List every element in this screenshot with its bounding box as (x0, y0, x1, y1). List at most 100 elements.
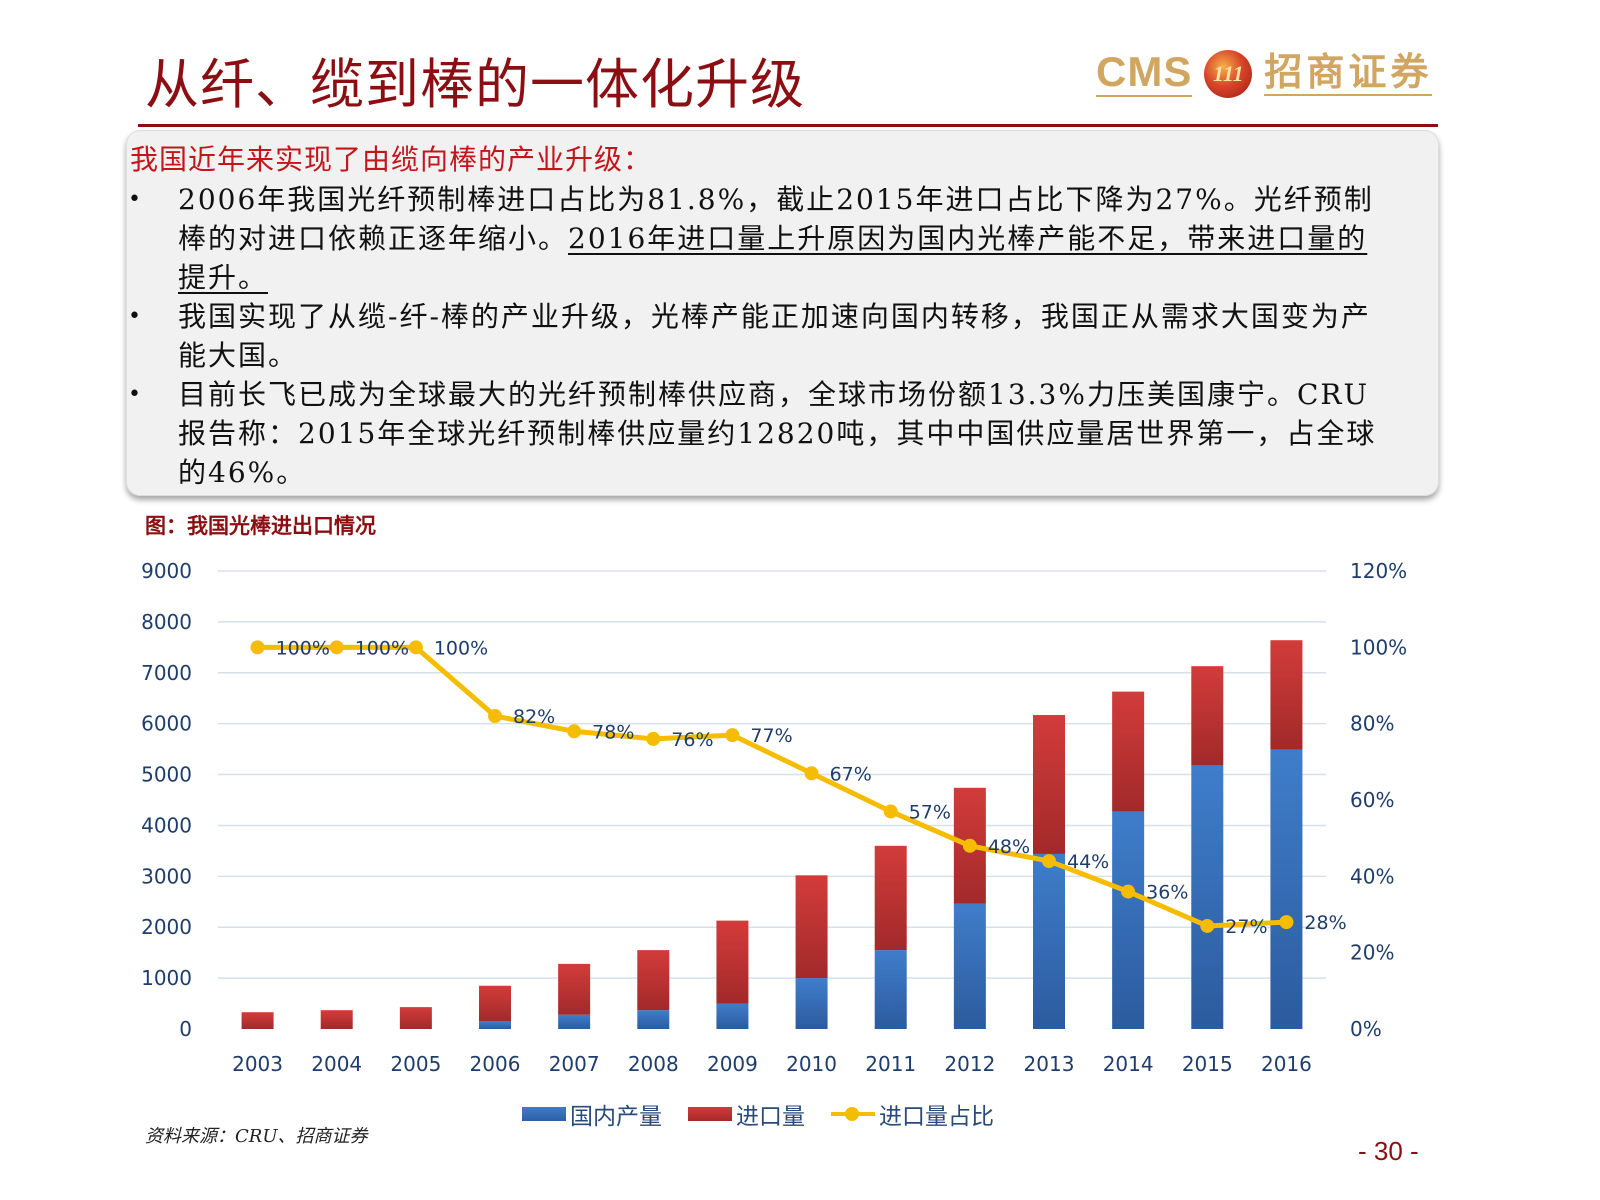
x-tick-label: 2014 (1103, 1052, 1154, 1076)
bullet-item: 我国实现了从缆-纤-棒的产业升级，光棒产能正加速向国内转移，我国正从需求大国变为… (128, 297, 1395, 375)
bar-domestic-2014 (1112, 811, 1145, 1029)
ratio-line (250, 640, 1294, 933)
ratio-point-2013 (1042, 854, 1056, 869)
ratio-data-label: 77% (750, 725, 792, 747)
y-left-tick-label: 9000 (141, 559, 192, 583)
y-right-tick-label: 0% (1350, 1017, 1382, 1041)
y-left-tick-label: 4000 (141, 813, 192, 837)
bar-import-2008 (637, 950, 670, 1011)
ratio-point-2016 (1279, 915, 1294, 930)
bar-import-2006 (479, 985, 511, 1022)
bar-import-2016 (1270, 640, 1303, 750)
logo-latin: CMS (1096, 48, 1193, 97)
bar-import-2015 (1191, 666, 1224, 766)
legend-label: 进口量 (736, 1104, 805, 1130)
x-tick-label: 2010 (786, 1052, 837, 1076)
ratio-data-label: 67% (830, 763, 872, 785)
cms-logo: CMS 111 招商证券 (1096, 44, 1442, 104)
ratio-data-label: 27% (1225, 916, 1267, 938)
bar-import-2011 (874, 845, 907, 951)
data-labels: 100% 100% 100% 82% 78% 76% 77% 67% 57% 48% 44% 36% 2… (276, 637, 1347, 938)
bar-domestic-2012 (953, 903, 986, 1029)
y-right-tick-label: 80% (1350, 712, 1394, 736)
bar-domestic-2008 (637, 1010, 670, 1029)
bar-import-2007 (558, 963, 591, 1015)
ratio-data-label: 48% (988, 836, 1030, 858)
bullet-text: 我国实现了从缆-纤-棒的产业升级，光棒产能正加速向国内转移，我国正从需求大国变为… (178, 300, 1371, 372)
ratio-data-label: 36% (1146, 882, 1188, 904)
ratio-point-2015 (1200, 918, 1215, 933)
bar-domestic-2006 (479, 1021, 511, 1029)
y-left-tick-label: 1000 (141, 966, 192, 990)
source-note: 资料来源：CRU、招商证券 (145, 1126, 368, 1147)
bar-domestic-2007 (558, 1014, 591, 1029)
bullet-underlined-text: 2016年进口量上升原因为国内光棒产能不足，带来进口量的提升。 (178, 222, 1368, 294)
ratio-data-label: 44% (1067, 851, 1109, 873)
chart-caption: 图：我国光棒进出口情况 (145, 514, 376, 538)
ratio-data-label: 82% (513, 706, 555, 728)
y-right-tick-label: 40% (1350, 864, 1394, 888)
ratio-data-label: 76% (671, 729, 713, 751)
bar-import-2014 (1112, 691, 1145, 812)
y-right-tick-label: 20% (1350, 941, 1394, 965)
ratio-data-label: 100% (434, 637, 488, 659)
x-tick-label: 2004 (311, 1052, 362, 1076)
ratio-point-2011 (883, 804, 898, 819)
ratio-data-label: 78% (592, 721, 634, 743)
y-left-tick-label: 2000 (141, 915, 192, 939)
x-tick-label: 2008 (628, 1052, 679, 1076)
ratio-data-label: 28% (1304, 912, 1346, 934)
ratio-point-2006 (488, 709, 502, 724)
y-left-tick-label: 6000 (141, 712, 192, 736)
bar-domestic-2011 (874, 950, 907, 1029)
legend-item-domestic: 国内产量 (522, 1097, 662, 1131)
ratio-point-2005 (408, 640, 423, 655)
x-tick-label: 2016 (1261, 1052, 1312, 1076)
gridlines (218, 570, 1326, 979)
y-left-tick-label: 3000 (141, 864, 192, 888)
x-tick-label: 2006 (470, 1052, 521, 1076)
legend-label: 进口量占比 (879, 1104, 994, 1130)
ratio-point-2010 (804, 766, 819, 781)
title-divider (138, 124, 1438, 127)
y-right-tick-label: 120% (1350, 559, 1407, 583)
x-tick-label: 2015 (1182, 1052, 1233, 1076)
ratio-point-2014 (1121, 884, 1136, 899)
page-number: - 30 - (1358, 1136, 1419, 1166)
ratio-point-2008 (646, 731, 661, 746)
bar-import-2003 (241, 1012, 274, 1029)
ratio-point-2004 (329, 640, 344, 655)
ratio-data-label: 100% (355, 637, 409, 659)
x-tick-label: 2009 (707, 1052, 758, 1076)
legend-line-marker-icon (831, 1107, 875, 1121)
legend-swatch-blue (522, 1107, 566, 1121)
x-axis: 2003 2004 2005 2006 2007 2008 2009 2010 2011 2012… (232, 1052, 1312, 1076)
y-right-tick-label: 100% (1350, 635, 1407, 659)
bar-domestic-2009 (716, 1003, 749, 1029)
logo-emblem-icon: 111 (1204, 50, 1253, 98)
y-left-tick-label: 8000 (141, 610, 192, 634)
legend-item-import: 进口量 (688, 1097, 805, 1131)
summary-box: 我国近年来实现了由缆向棒的产业升级： 2006年我国光纤预制棒进口占比为81.8… (126, 130, 1439, 496)
ratio-point-2012 (962, 838, 977, 853)
bar-import-2005 (399, 1007, 432, 1029)
bar-domestic-2010 (795, 978, 828, 1029)
x-tick-label: 2005 (390, 1052, 441, 1076)
ratio-point-2009 (725, 728, 740, 743)
bar-domestic-2015 (1191, 765, 1224, 1029)
legend-label: 国内产量 (570, 1104, 662, 1130)
ratio-data-label: 57% (909, 801, 951, 823)
bullet-item: 2006年我国光纤预制棒进口占比为81.8%，截止2015年进口占比下降为27%… (128, 180, 1395, 297)
bullet-item: 目前长飞已成为全球最大的光纤预制棒供应商，全球市场份额13.3%力压美国康宁。C… (128, 375, 1395, 492)
bar-import-2010 (795, 875, 828, 979)
ratio-point-2007 (567, 724, 582, 739)
y-left-tick-label: 0 (179, 1017, 192, 1041)
x-tick-label: 2012 (944, 1052, 995, 1076)
x-tick-label: 2013 (1024, 1052, 1075, 1076)
bar-import-2004 (320, 1010, 353, 1029)
logo-chinese: 招商证券 (1264, 49, 1433, 96)
chart-legend: 国内产量 进口量 进口量占比 (522, 1097, 1020, 1131)
ratio-data-label: 100% (276, 637, 330, 659)
legend-item-ratio: 进口量占比 (831, 1097, 994, 1131)
